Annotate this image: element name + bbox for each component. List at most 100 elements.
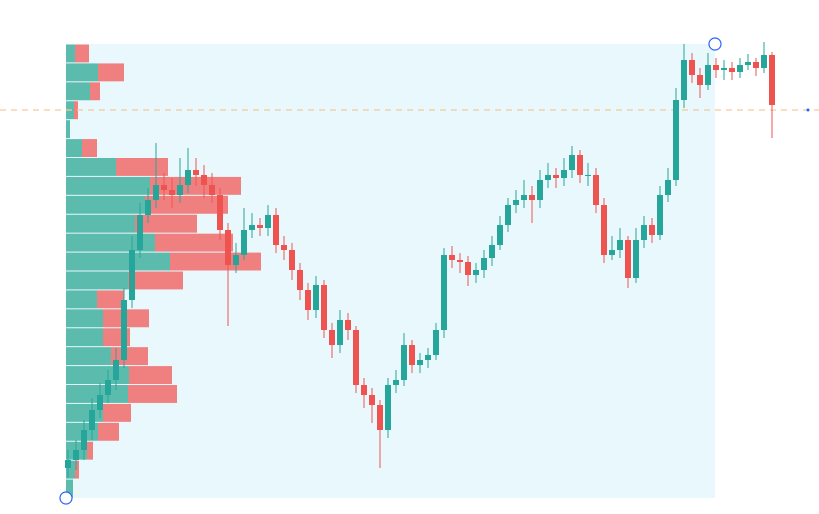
candle-body (273, 215, 279, 245)
profile-up-bar (66, 366, 129, 384)
profile-down-bar (116, 158, 168, 176)
candle-body (625, 240, 631, 278)
candle-body (609, 250, 615, 255)
candle-body (729, 68, 735, 72)
profile-up-bar (66, 214, 135, 233)
profile-up-bar (66, 460, 75, 479)
candle-body (401, 345, 407, 380)
candle-body (425, 355, 431, 360)
candle-body (377, 405, 383, 430)
price-line-handle (806, 108, 810, 112)
candle-body (265, 215, 271, 228)
candle-body (737, 65, 743, 72)
profile-up-bar (66, 271, 128, 290)
candle-body (233, 255, 239, 265)
candle-body (497, 225, 503, 245)
candle-body (345, 320, 351, 330)
candle-body (705, 65, 711, 85)
candle-body (657, 195, 663, 235)
candle-body (89, 410, 95, 430)
candle-body (393, 380, 399, 385)
candle-body (713, 65, 719, 70)
candle-body (169, 190, 175, 195)
candle-body (673, 100, 679, 180)
profile-down-bar (170, 252, 261, 271)
candle-body (321, 285, 327, 330)
profile-up-bar (66, 479, 73, 498)
candle-body (185, 170, 191, 185)
candle-body (689, 60, 695, 75)
candle-body (353, 330, 359, 385)
candle-body (665, 180, 671, 195)
profile-down-bar (128, 271, 183, 290)
range-anchor[interactable] (708, 37, 722, 51)
candle-body (73, 450, 79, 460)
candle-body (753, 62, 759, 68)
candle-body (449, 255, 455, 260)
candle-body (385, 385, 391, 430)
candle-body (129, 250, 135, 300)
candle-body (561, 170, 567, 178)
candle-body (721, 68, 727, 70)
profile-down-bar (98, 422, 119, 441)
profile-down-bar (129, 366, 172, 384)
candle-body (81, 430, 87, 450)
candle-body (697, 75, 703, 85)
candle-body (441, 255, 447, 330)
profile-up-bar (66, 82, 90, 101)
candle-body (337, 320, 343, 345)
candle-body (113, 360, 119, 380)
candle-body (769, 55, 775, 105)
candle-body (361, 385, 367, 395)
profile-down-bar (155, 233, 233, 252)
profile-up-bar (66, 290, 97, 309)
candle-body (153, 185, 159, 200)
profile-down-bar (75, 460, 79, 479)
profile-up-bar (66, 120, 70, 139)
candle-body (585, 175, 591, 176)
profile-down-bar (90, 82, 100, 101)
candle-body (473, 270, 479, 275)
profile-up-bar (66, 385, 128, 403)
profile-up-bar (66, 347, 111, 366)
candle-body (297, 270, 303, 290)
candle-body (649, 225, 655, 235)
candle-body (593, 175, 599, 205)
profile-up-bar (66, 252, 170, 271)
profile-up-bar (66, 63, 98, 82)
candle-body (329, 330, 335, 345)
range-anchor[interactable] (59, 491, 73, 505)
profile-up-bar (66, 176, 150, 195)
candle-body (305, 290, 311, 310)
candle-body (457, 260, 463, 262)
profile-down-bar (74, 101, 78, 120)
profile-up-bar (66, 195, 145, 214)
candle-body (745, 62, 751, 65)
candle-body (513, 200, 519, 205)
candle-body (257, 225, 263, 228)
candle-body (217, 195, 223, 230)
candle-body (313, 285, 319, 310)
candle-body (681, 60, 687, 100)
profile-up-bar (66, 309, 103, 328)
candle-body (553, 175, 559, 178)
candle-body (281, 245, 287, 250)
candle-body (177, 185, 183, 195)
candle-body (241, 230, 247, 255)
candle-body (761, 55, 767, 68)
candle-body (465, 262, 471, 275)
candle-body (209, 185, 215, 195)
candle-body (481, 258, 487, 270)
candle-body (137, 215, 143, 250)
candle-body (105, 380, 111, 395)
candle-body (97, 395, 103, 410)
profile-up-bar (66, 328, 103, 347)
profile-down-bar (128, 385, 177, 403)
profile-down-bar (145, 195, 228, 214)
profile-up-bar (66, 233, 155, 252)
candle-body (489, 245, 495, 258)
candle-body (201, 175, 207, 185)
candle-body (193, 170, 199, 175)
candle-body (641, 225, 647, 240)
